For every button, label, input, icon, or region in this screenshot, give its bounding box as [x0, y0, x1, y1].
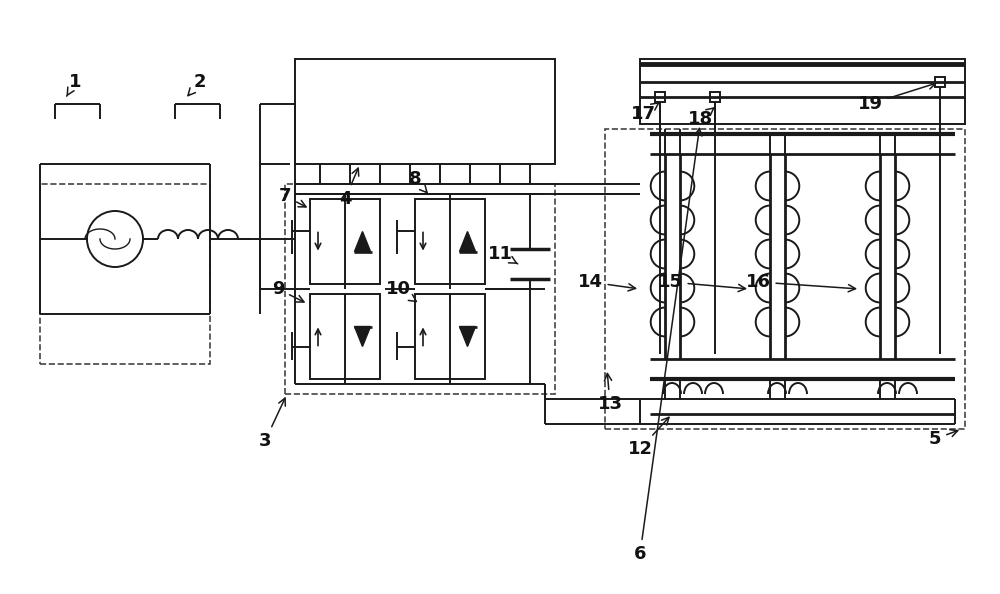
- Text: 4: 4: [339, 168, 359, 208]
- Text: 10: 10: [386, 280, 416, 302]
- Bar: [40, 184, 210, 364]
- Text: 5: 5: [929, 429, 958, 448]
- Text: 15: 15: [658, 273, 746, 292]
- Polygon shape: [354, 232, 370, 251]
- Text: 16: 16: [746, 273, 856, 292]
- Bar: [310, 199, 380, 284]
- Text: 3: 3: [259, 398, 285, 450]
- Polygon shape: [460, 327, 476, 346]
- Text: 7: 7: [279, 187, 306, 207]
- Text: 8: 8: [409, 170, 427, 192]
- Bar: [935, 77, 945, 87]
- Bar: [605, 129, 965, 429]
- Polygon shape: [354, 327, 370, 346]
- Text: 18: 18: [687, 107, 715, 128]
- Bar: [415, 294, 485, 379]
- Text: 11: 11: [488, 245, 518, 264]
- Text: 12: 12: [628, 418, 669, 458]
- Text: 9: 9: [272, 280, 304, 302]
- Polygon shape: [460, 232, 476, 251]
- Text: 6: 6: [634, 128, 702, 563]
- Bar: [415, 199, 485, 284]
- Text: 13: 13: [598, 374, 622, 413]
- Bar: [655, 92, 665, 102]
- Bar: [310, 294, 380, 379]
- Bar: [640, 59, 965, 124]
- Bar: [285, 184, 555, 394]
- Bar: [710, 92, 720, 102]
- Bar: [295, 59, 555, 164]
- Text: 2: 2: [188, 73, 206, 96]
- Text: 17: 17: [631, 103, 659, 123]
- Text: 1: 1: [67, 73, 81, 96]
- Text: 14: 14: [578, 273, 636, 291]
- Text: 19: 19: [858, 82, 936, 113]
